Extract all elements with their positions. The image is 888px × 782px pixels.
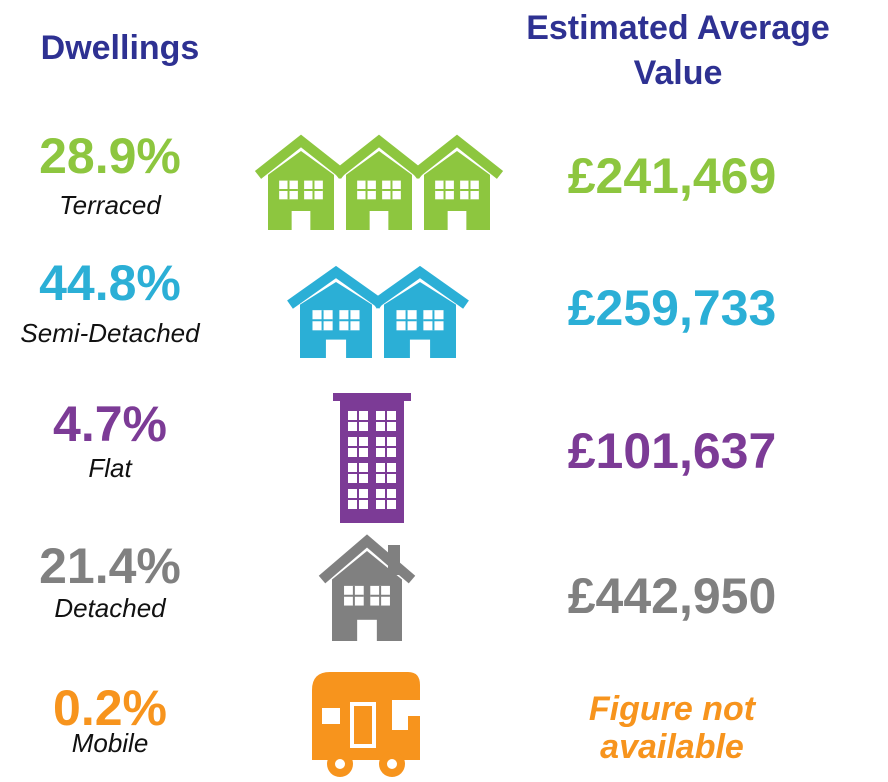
dwellings-header: Dwellings: [41, 29, 200, 67]
dwelling-type: Flat: [88, 453, 133, 483]
percent: 21.4%: [39, 538, 181, 594]
icon: [318, 534, 416, 641]
average-value: £241,469: [568, 148, 777, 204]
value-header: Value: [634, 54, 723, 92]
door: [291, 211, 311, 230]
house-body: [384, 282, 456, 358]
average-value: £442,950: [568, 568, 777, 624]
average-value: Figure not: [589, 690, 757, 728]
icon: [333, 393, 411, 523]
door: [369, 211, 389, 230]
ledge: [333, 393, 411, 401]
roof: [410, 134, 504, 179]
roof: [254, 134, 348, 179]
icon: [312, 672, 420, 777]
hub: [387, 759, 397, 769]
house-body: [346, 151, 412, 230]
house-body: [268, 151, 334, 230]
value-header: Estimated Average: [526, 9, 830, 47]
average-value: £101,637: [568, 423, 777, 479]
door: [350, 702, 376, 748]
percent: 44.8%: [39, 255, 181, 311]
icon: [254, 134, 504, 230]
door: [325, 339, 347, 358]
roof: [287, 265, 385, 309]
percent: 0.2%: [53, 680, 167, 736]
average-value: available: [600, 728, 744, 766]
average-value: £259,733: [568, 280, 777, 336]
icon: [287, 265, 469, 358]
house-body: [332, 551, 402, 641]
roof: [332, 134, 426, 179]
door: [357, 619, 377, 641]
house-body: [300, 282, 372, 358]
house-body: [424, 151, 490, 230]
caravan: [312, 672, 420, 760]
door: [409, 339, 431, 358]
percent: 28.9%: [39, 128, 181, 184]
percent: 4.7%: [53, 396, 167, 452]
dwelling-type: Detached: [54, 593, 167, 623]
window: [322, 708, 340, 724]
window: [392, 716, 408, 730]
hub: [335, 759, 345, 769]
dwelling-type: Semi-Detached: [20, 318, 201, 348]
roof: [318, 534, 416, 584]
dwelling-type: Terraced: [59, 190, 162, 220]
door: [447, 211, 467, 230]
roof: [371, 265, 469, 309]
dwelling-type: Mobile: [72, 728, 149, 758]
